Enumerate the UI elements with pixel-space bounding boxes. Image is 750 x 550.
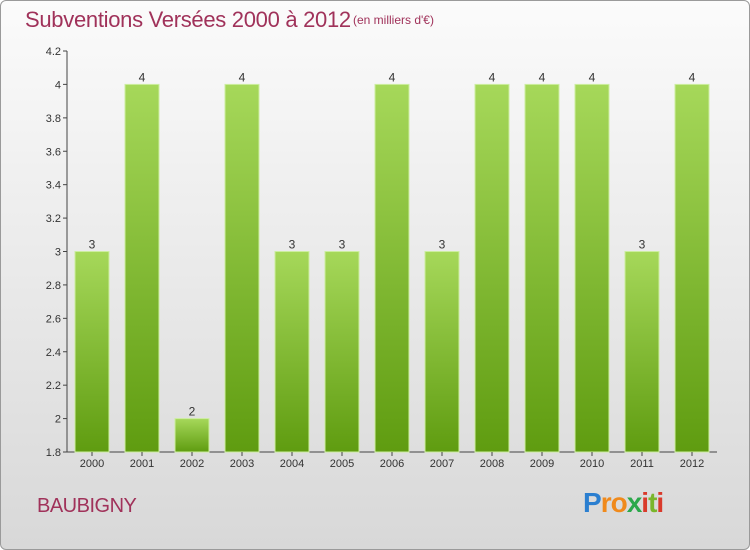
- x-tick-label: 2007: [430, 458, 454, 470]
- y-tick-label: 1.8: [46, 447, 61, 459]
- value-label: 3: [639, 238, 646, 252]
- value-label: 4: [239, 70, 246, 84]
- value-label: 4: [139, 70, 146, 84]
- y-tick-label: 2: [55, 414, 61, 426]
- value-label: 4: [489, 70, 496, 84]
- x-tick-label: 2005: [330, 458, 354, 470]
- value-label: 3: [89, 238, 96, 252]
- proxiti-logo: Proxiti: [583, 487, 664, 519]
- y-tick-label: 2.8: [46, 280, 61, 292]
- logo-letter: t: [648, 487, 657, 518]
- x-tick-label: 2011: [630, 458, 654, 470]
- value-label: 4: [689, 70, 696, 84]
- logo-letter: i: [656, 487, 664, 518]
- x-tick-label: 2006: [380, 458, 404, 470]
- bar-2001: [124, 83, 160, 453]
- y-tick-label: 4.2: [46, 46, 61, 58]
- bar-2005: [324, 251, 360, 453]
- y-tick-label: 3.4: [46, 180, 61, 192]
- value-label: 4: [589, 70, 596, 84]
- x-tick-label: 2003: [230, 458, 254, 470]
- bar-2008: [474, 83, 510, 453]
- logo-letter: o: [610, 487, 628, 518]
- value-label: 3: [439, 238, 446, 252]
- logo-letter: P: [583, 487, 602, 518]
- bar-2007: [424, 251, 460, 453]
- logo-letter: x: [626, 487, 643, 518]
- chart-subtitle: (en milliers d'€): [353, 13, 434, 27]
- bar-2009: [524, 83, 560, 453]
- y-tick-label: 3.6: [46, 146, 61, 158]
- bar-2006: [374, 83, 410, 453]
- x-tick-label: 2012: [680, 458, 704, 470]
- y-tick-label: 2.2: [46, 380, 61, 392]
- value-label: 4: [539, 70, 546, 84]
- bar-2004: [274, 251, 310, 453]
- y-tick-label: 2.4: [46, 347, 61, 359]
- value-label: 3: [289, 238, 296, 252]
- bar-2010: [574, 83, 610, 453]
- x-tick-label: 2001: [130, 458, 154, 470]
- x-tick-label: 2002: [180, 458, 204, 470]
- x-tick-label: 2004: [280, 458, 304, 470]
- bar-2002: [174, 418, 210, 453]
- x-tick-label: 2010: [580, 458, 604, 470]
- bar-2003: [224, 83, 260, 453]
- value-label: 2: [189, 405, 196, 419]
- logo-letter: r: [600, 487, 612, 518]
- bar-2011: [624, 251, 660, 453]
- y-tick-label: 4: [55, 79, 61, 91]
- x-tick-label: 2009: [530, 458, 554, 470]
- y-tick-label: 2.6: [46, 313, 61, 325]
- x-tick-label: 2008: [480, 458, 504, 470]
- x-tick-label: 2000: [80, 458, 104, 470]
- y-tick-label: 3.8: [46, 113, 61, 125]
- bar-2012: [674, 83, 710, 453]
- y-tick-label: 3.2: [46, 213, 61, 225]
- y-tick-label: 3: [55, 247, 61, 259]
- commune-name: BAUBIGNY: [37, 495, 137, 517]
- logo-letter: i: [641, 487, 649, 518]
- value-label: 3: [339, 238, 346, 252]
- bar-2000: [74, 251, 110, 453]
- value-label: 4: [389, 70, 396, 84]
- chart-title: Subventions Versées 2000 à 2012: [25, 7, 351, 32]
